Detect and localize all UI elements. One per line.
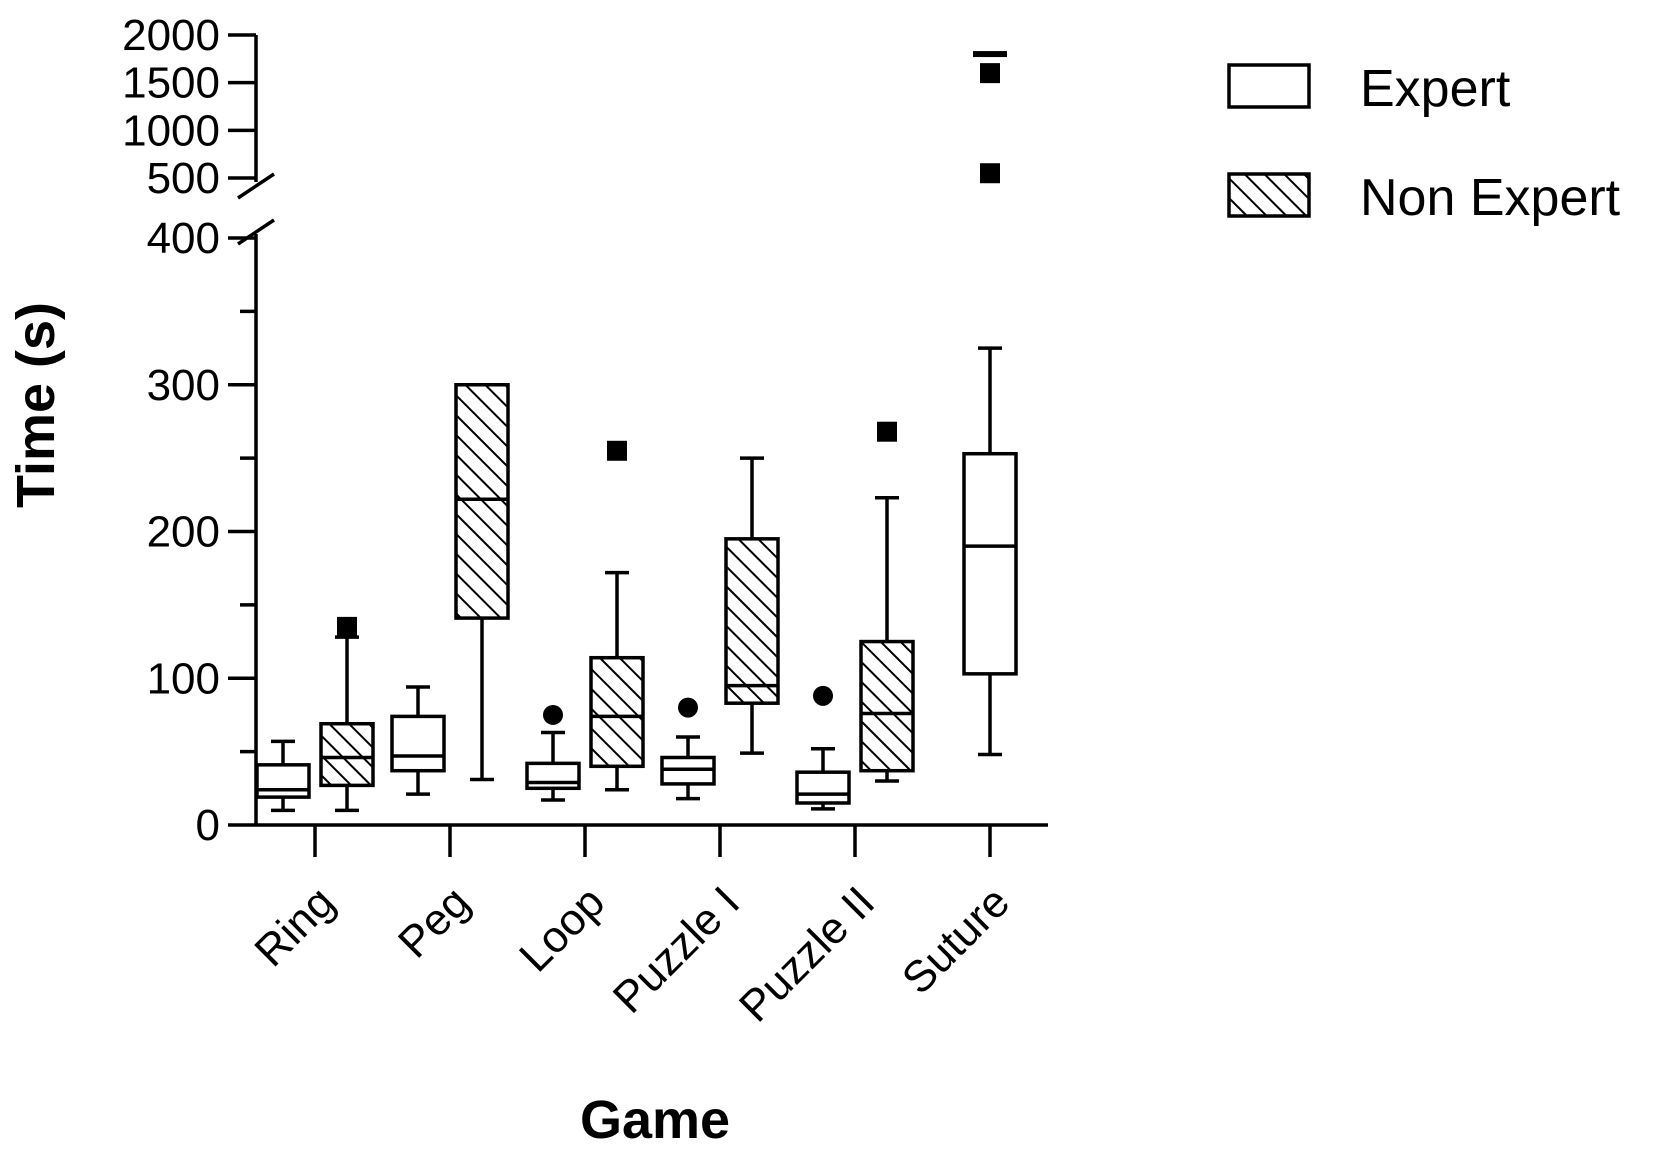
legend-swatch-expert	[1227, 63, 1311, 109]
outlier-square	[980, 163, 1000, 184]
axis-break-mark-lower	[237, 218, 275, 246]
x-tick-label: Suture	[893, 877, 1019, 1003]
outlier-square	[607, 440, 627, 461]
box	[319, 721, 375, 788]
legend-swatch-non-expert	[1227, 172, 1311, 218]
outlier-circle	[678, 697, 698, 718]
box	[255, 763, 311, 799]
x-tick-label: Peg	[389, 877, 479, 967]
y-tick-label: 200	[147, 508, 220, 557]
boxes	[255, 346, 1018, 813]
legend-label-expert: Expert	[1360, 60, 1511, 118]
outlier-square	[337, 616, 357, 637]
legend: Expert Non Expert	[1227, 60, 1621, 227]
y-tick-label: 500	[147, 154, 220, 203]
outlier-circle	[813, 685, 833, 706]
outlier-dash	[973, 51, 1007, 58]
box	[454, 383, 510, 620]
outlier-square	[980, 63, 1000, 84]
x-axis-title: Game	[580, 1090, 730, 1149]
box	[795, 770, 851, 805]
outliers	[337, 51, 1007, 725]
x-tick-label: Loop	[510, 877, 614, 981]
outlier-circle	[543, 704, 563, 725]
box	[525, 761, 581, 791]
y-tick-label: 1000	[122, 106, 220, 155]
box	[724, 537, 780, 705]
box	[962, 451, 1018, 676]
y-tick-label: 100	[147, 654, 220, 703]
axis-break-mark-upper	[237, 172, 275, 200]
x-tick-label: Ring	[245, 877, 344, 976]
box	[589, 655, 645, 769]
box	[859, 639, 915, 773]
axes	[237, 35, 1048, 827]
y-tick-label: 400	[147, 214, 220, 263]
y-tick-label: 300	[147, 361, 220, 410]
x-tick-label: Puzzle I	[604, 877, 749, 1022]
y-tick-label: 2000	[122, 11, 220, 60]
y-tick-label: 1500	[122, 59, 220, 108]
x-tick-label: Puzzle II	[730, 877, 884, 1031]
y-tick-label: 0	[196, 801, 220, 850]
legend-label-non-expert: Non Expert	[1360, 169, 1621, 227]
box	[390, 714, 446, 773]
outlier-square	[877, 421, 897, 442]
y-axis-title: Time (s)	[6, 302, 66, 508]
